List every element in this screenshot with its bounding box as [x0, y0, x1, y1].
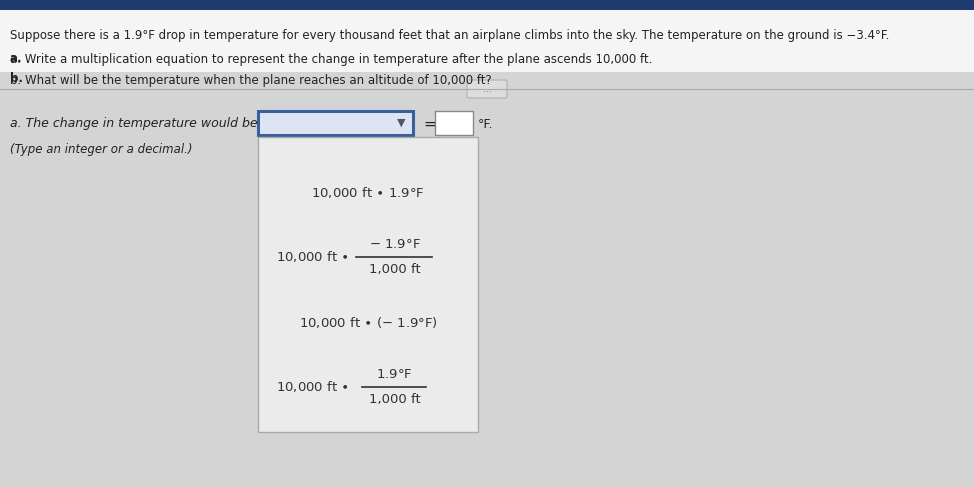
Text: ...: ... — [483, 85, 491, 94]
Text: Suppose there is a 1.9°F drop in temperature for every thousand feet that an air: Suppose there is a 1.9°F drop in tempera… — [10, 29, 889, 41]
Text: b. What will be the temperature when the plane reaches an altitude of 10,000 ft?: b. What will be the temperature when the… — [10, 74, 492, 87]
Text: (Type an integer or a decimal.): (Type an integer or a decimal.) — [10, 144, 193, 156]
Text: a. Write a multiplication equation to represent the change in temperature after : a. Write a multiplication equation to re… — [10, 53, 653, 65]
Text: 10,000 ft $\bullet$ ($-$ 1.9$\degree$F): 10,000 ft $\bullet$ ($-$ 1.9$\degree$F) — [298, 315, 437, 330]
Text: =: = — [423, 116, 435, 131]
Text: 1,000 ft: 1,000 ft — [368, 263, 420, 277]
FancyBboxPatch shape — [435, 111, 473, 135]
Text: ▼: ▼ — [396, 118, 405, 128]
FancyBboxPatch shape — [0, 0, 974, 10]
Text: 1.9$\degree$F: 1.9$\degree$F — [376, 368, 413, 380]
Text: 1,000 ft: 1,000 ft — [368, 393, 420, 407]
FancyBboxPatch shape — [258, 111, 413, 135]
Text: 10,000 ft $\bullet$: 10,000 ft $\bullet$ — [276, 249, 349, 264]
Text: a. The change in temperature would be: a. The change in temperature would be — [10, 117, 258, 131]
FancyBboxPatch shape — [0, 72, 974, 487]
FancyBboxPatch shape — [0, 10, 974, 72]
Text: 10,000 ft $\bullet$ 1.9$\degree$F: 10,000 ft $\bullet$ 1.9$\degree$F — [312, 185, 425, 200]
FancyBboxPatch shape — [258, 137, 478, 432]
Text: a.: a. — [10, 53, 22, 65]
Text: °F.: °F. — [478, 117, 494, 131]
FancyBboxPatch shape — [467, 80, 507, 98]
Text: 10,000 ft $\bullet$: 10,000 ft $\bullet$ — [276, 379, 349, 394]
Text: b.: b. — [10, 72, 23, 85]
Text: $-$ 1.9$\degree$F: $-$ 1.9$\degree$F — [368, 238, 420, 250]
